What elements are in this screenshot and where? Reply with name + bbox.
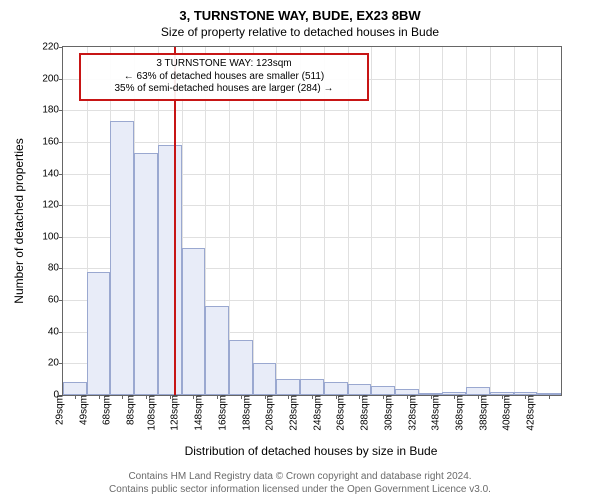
y-tick-mark	[59, 142, 63, 143]
y-tick-mark	[59, 332, 63, 333]
y-tick-mark	[59, 110, 63, 111]
x-tick-label: 428sqm	[526, 395, 537, 431]
chart-container: 3, TURNSTONE WAY, BUDE, EX23 8BW Size of…	[0, 0, 600, 500]
y-tick-mark	[59, 205, 63, 206]
gridline-h	[63, 110, 561, 111]
gridline-v	[537, 47, 538, 395]
chart-subtitle: Size of property relative to detached ho…	[0, 23, 600, 39]
x-tick-label: 348sqm	[431, 395, 442, 431]
gridline-v	[514, 47, 515, 395]
x-tick-label: 68sqm	[102, 395, 113, 425]
histogram-bar	[229, 340, 253, 395]
x-tick-label: 148sqm	[194, 395, 205, 431]
x-tick-label: 408sqm	[502, 395, 513, 431]
x-axis-label: Distribution of detached houses by size …	[185, 444, 438, 458]
x-tick-label: 108sqm	[146, 395, 157, 431]
chart-title: 3, TURNSTONE WAY, BUDE, EX23 8BW	[0, 0, 600, 23]
x-tick-label: 208sqm	[265, 395, 276, 431]
x-tick-label: 268sqm	[336, 395, 347, 431]
histogram-bar	[371, 386, 395, 395]
x-tick-mark	[75, 395, 76, 399]
x-tick-mark	[99, 395, 100, 399]
x-tick-label: 188sqm	[241, 395, 252, 431]
y-axis-label: Number of detached properties	[12, 138, 26, 303]
histogram-bar	[253, 363, 277, 395]
histogram-bar	[348, 384, 372, 395]
x-tick-label: 29sqm	[54, 395, 65, 425]
histogram-bar	[134, 153, 158, 395]
footer-line-2: Contains public sector information licen…	[0, 483, 600, 496]
x-tick-label: 228sqm	[289, 395, 300, 431]
y-tick-mark	[59, 174, 63, 175]
y-tick-mark	[59, 300, 63, 301]
x-tick-label: 168sqm	[218, 395, 229, 431]
histogram-bar	[205, 306, 229, 395]
x-tick-label: 49sqm	[78, 395, 89, 425]
gridline-v	[442, 47, 443, 395]
gridline-v	[371, 47, 372, 395]
x-tick-mark	[122, 395, 123, 399]
footer-attribution: Contains HM Land Registry data © Crown c…	[0, 470, 600, 496]
histogram-bar	[158, 145, 182, 395]
x-tick-label: 248sqm	[312, 395, 323, 431]
gridline-v	[395, 47, 396, 395]
histogram-bar	[466, 387, 490, 395]
histogram-bar	[276, 379, 300, 395]
x-tick-label: 388sqm	[478, 395, 489, 431]
histogram-bar	[300, 379, 324, 395]
annotation-line: ← 63% of detached houses are smaller (51…	[87, 71, 361, 84]
x-tick-label: 328sqm	[407, 395, 418, 431]
y-tick-mark	[59, 237, 63, 238]
x-tick-label: 308sqm	[384, 395, 395, 431]
gridline-v	[419, 47, 420, 395]
x-tick-label: 288sqm	[360, 395, 371, 431]
histogram-bar	[110, 121, 134, 395]
x-tick-label: 368sqm	[455, 395, 466, 431]
y-tick-mark	[59, 268, 63, 269]
histogram-bar	[182, 248, 206, 395]
x-tick-label: 88sqm	[125, 395, 136, 425]
gridline-h	[63, 142, 561, 143]
annotation-box: 3 TURNSTONE WAY: 123sqm← 63% of detached…	[79, 53, 369, 101]
histogram-bar	[324, 382, 348, 395]
annotation-line: 3 TURNSTONE WAY: 123sqm	[87, 58, 361, 71]
y-tick-mark	[59, 47, 63, 48]
footer-line-1: Contains HM Land Registry data © Crown c…	[0, 470, 600, 483]
gridline-v	[466, 47, 467, 395]
y-tick-mark	[59, 79, 63, 80]
x-tick-mark	[549, 395, 550, 399]
histogram-bar	[63, 382, 87, 395]
annotation-line: 35% of semi-detached houses are larger (…	[87, 83, 361, 96]
histogram-bar	[87, 272, 111, 395]
plot-area: Number of detached properties 0204060801…	[62, 46, 562, 396]
x-tick-label: 128sqm	[170, 395, 181, 431]
y-tick-mark	[59, 363, 63, 364]
gridline-v	[490, 47, 491, 395]
